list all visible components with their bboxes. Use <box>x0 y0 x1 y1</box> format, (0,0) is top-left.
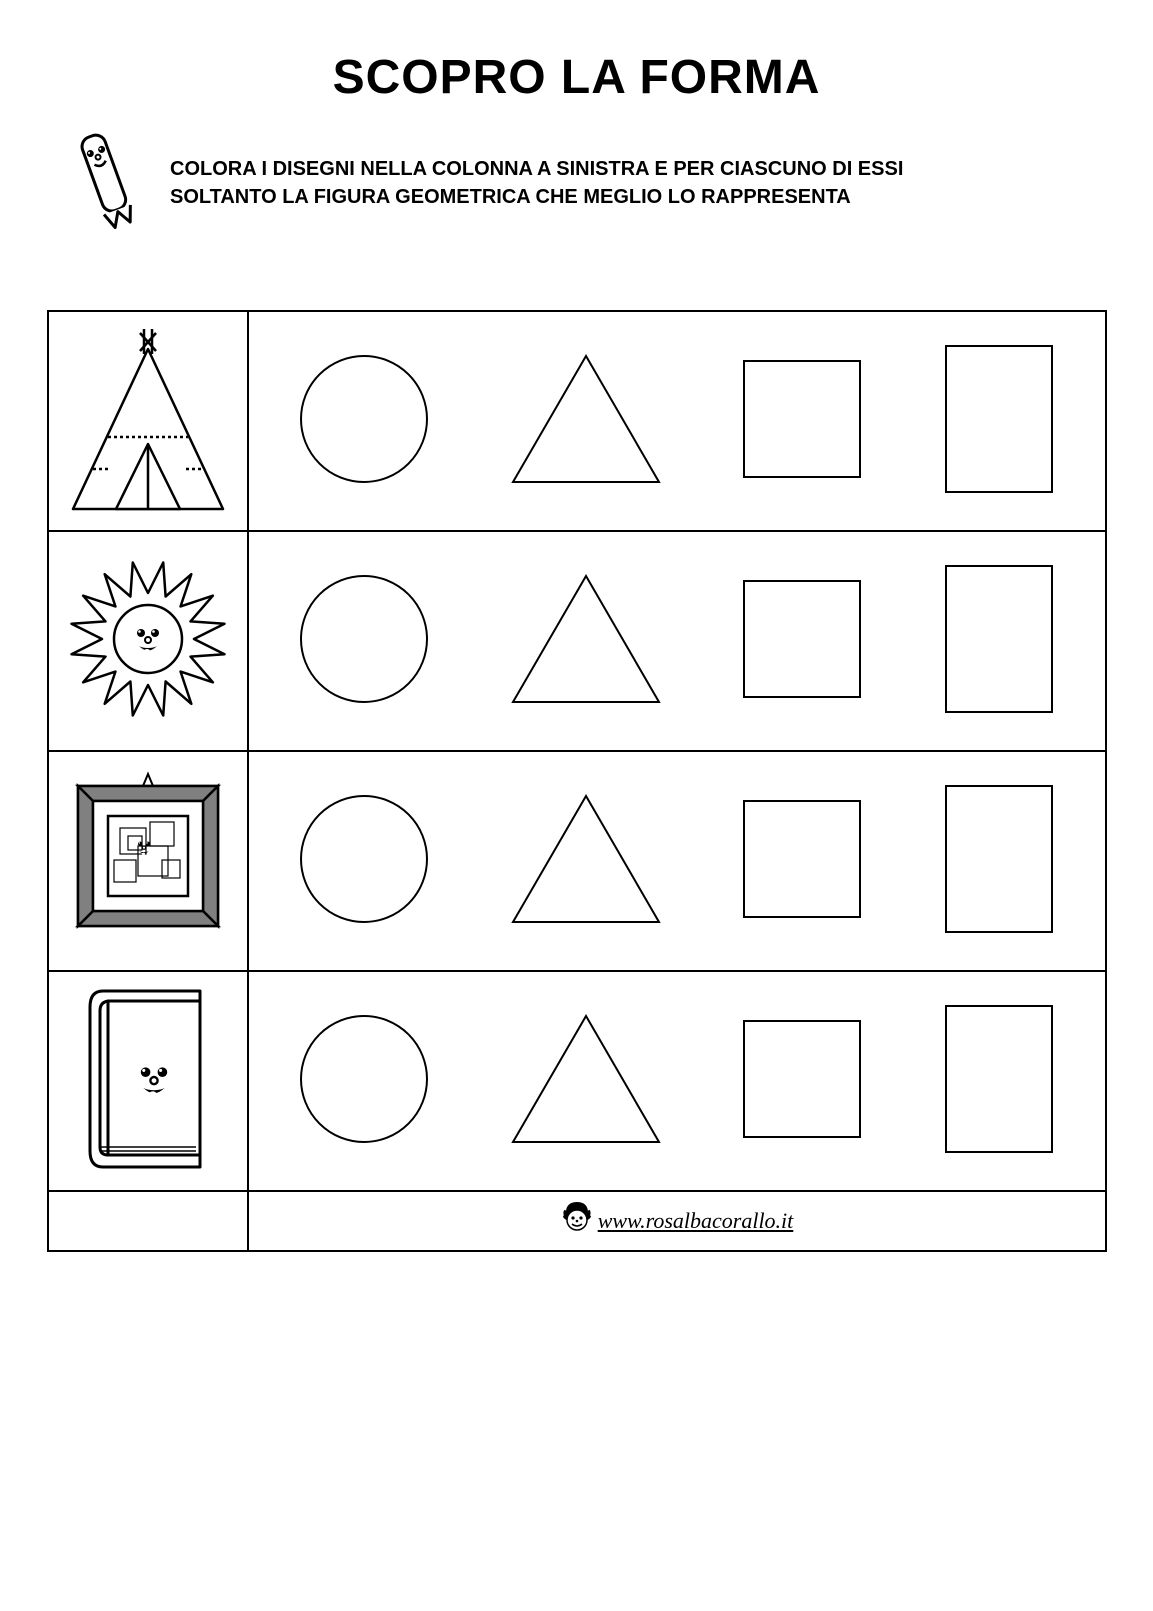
picture-icon <box>49 764 247 959</box>
square-shape <box>742 1019 862 1144</box>
instructions-text: COLORA I DISEGNI NELLA COLONNA A SINISTR… <box>170 135 903 211</box>
footer-empty-cell <box>48 1191 248 1251</box>
triangle-shape <box>511 354 661 489</box>
pencil-icon <box>70 125 150 260</box>
circle-shape <box>299 794 429 929</box>
book-icon <box>49 979 247 1184</box>
rectangle-shape <box>944 344 1054 499</box>
table-row <box>48 311 1106 531</box>
rectangle-shape <box>944 784 1054 939</box>
instructions-line-2: SOLTANTO LA FIGURA GEOMETRICA CHE MEGLIO… <box>170 183 903 211</box>
triangle-shape <box>511 1014 661 1149</box>
header-row: COLORA I DISEGNI NELLA COLONNA A SINISTR… <box>70 135 1123 260</box>
shapes-cell <box>248 311 1106 531</box>
picture-drawing-cell <box>48 751 248 971</box>
triangle-shape <box>511 574 661 709</box>
worksheet-table: www.rosalbacorallo.it <box>47 310 1107 1252</box>
rectangle-shape <box>944 564 1054 719</box>
table-row <box>48 751 1106 971</box>
shapes-cell <box>248 751 1106 971</box>
triangle-shape <box>511 794 661 929</box>
book-drawing-cell <box>48 971 248 1191</box>
teepee-drawing-cell <box>48 311 248 531</box>
circle-shape <box>299 354 429 489</box>
shapes-cell <box>248 971 1106 1191</box>
square-shape <box>742 799 862 924</box>
footer-cell: www.rosalbacorallo.it <box>248 1191 1106 1251</box>
square-shape <box>742 579 862 704</box>
footer-url: www.rosalbacorallo.it <box>598 1208 794 1234</box>
page-title: SCOPRO LA FORMA <box>30 50 1123 105</box>
sun-icon <box>49 544 247 739</box>
worksheet-page: SCOPRO LA FORMA COLORA I DISEGNI NELLA C… <box>0 0 1153 1452</box>
footer-row: www.rosalbacorallo.it <box>48 1191 1106 1251</box>
instructions-line-1: COLORA I DISEGNI NELLA COLONNA A SINISTR… <box>170 155 903 183</box>
square-shape <box>742 359 862 484</box>
sun-drawing-cell <box>48 531 248 751</box>
shapes-cell <box>248 531 1106 751</box>
circle-shape <box>299 1014 429 1149</box>
rectangle-shape <box>944 1004 1054 1159</box>
circle-shape <box>299 574 429 709</box>
table-row <box>48 971 1106 1191</box>
table-row <box>48 531 1106 751</box>
mascot-icon <box>560 1198 594 1244</box>
teepee-icon <box>49 319 247 524</box>
